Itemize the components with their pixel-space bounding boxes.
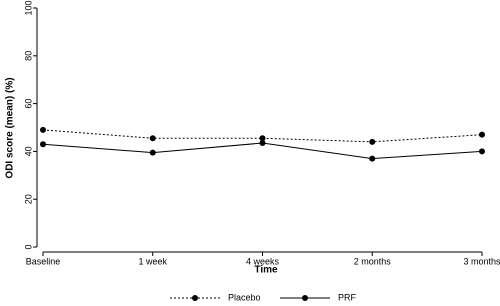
y-axis-title: ODI score (mean) (%)	[5, 77, 16, 178]
data-point	[259, 140, 266, 147]
legend-label: PRF	[338, 292, 357, 302]
data-point	[40, 141, 46, 148]
series-line	[42, 129, 483, 143]
data-point	[149, 149, 156, 156]
data-point	[369, 138, 376, 145]
x-tick-label: 1 week	[138, 256, 167, 266]
y-tick-label: 80	[23, 51, 33, 61]
data-point	[369, 155, 376, 162]
y-tick-label: 20	[23, 194, 33, 204]
data-point	[479, 148, 485, 155]
data-point	[259, 135, 266, 142]
data-point	[149, 135, 156, 142]
x-tick-label: 3 months	[463, 256, 500, 266]
y-tick-label: 40	[23, 146, 33, 156]
y-tick-label: 0	[23, 244, 33, 249]
x-tick-label: Baseline	[26, 256, 61, 266]
legend-marker	[302, 295, 308, 301]
y-tick-label: 60	[23, 99, 33, 109]
y-tick-label: 100	[23, 0, 33, 15]
data-point	[479, 131, 485, 138]
x-tick-label: 2 months	[354, 256, 392, 266]
x-axis-title: Time	[254, 265, 278, 276]
legend-label: Placebo	[228, 292, 261, 302]
data-point	[40, 126, 46, 133]
x-tick-label: 4 weeks	[246, 256, 280, 266]
legend-marker	[192, 295, 198, 301]
